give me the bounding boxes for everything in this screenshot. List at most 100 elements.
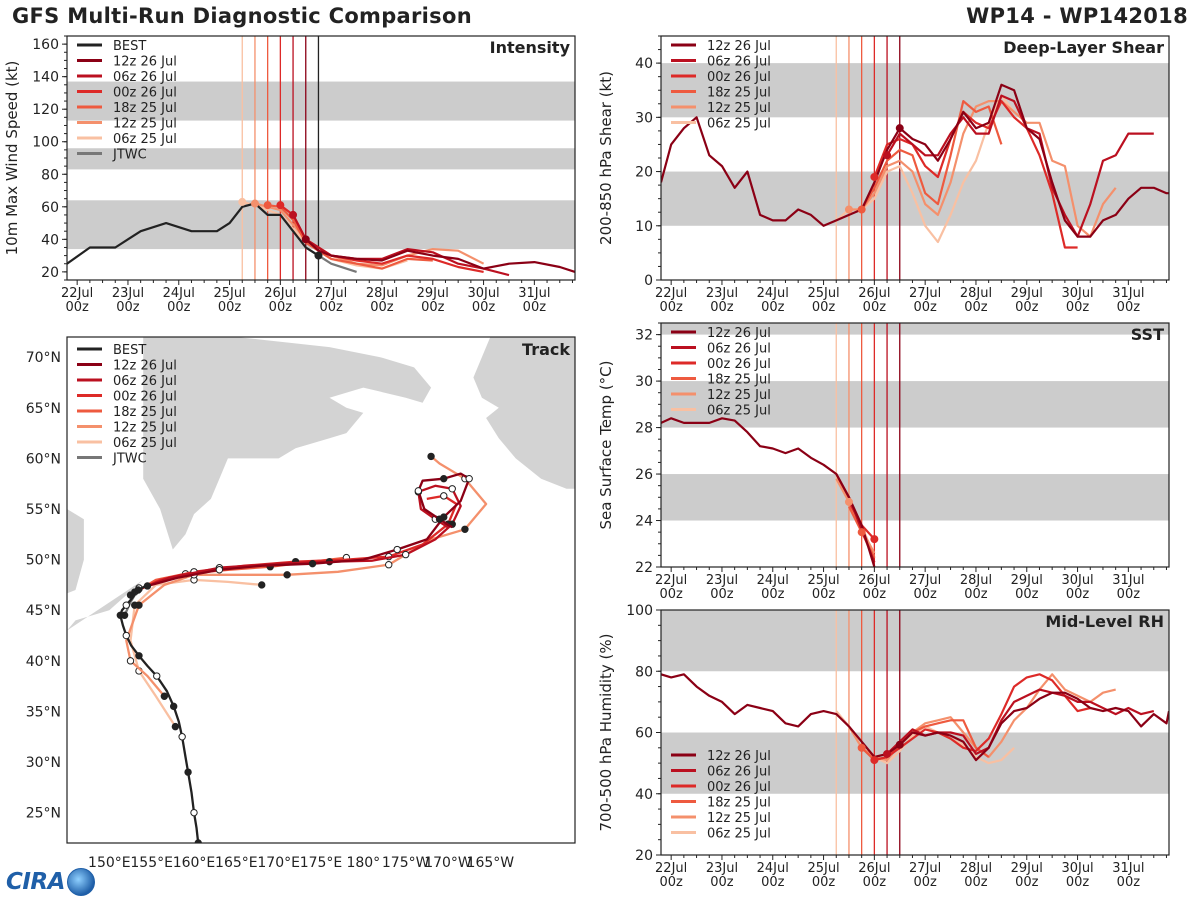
plot-frame [66,336,576,844]
track-point [440,492,448,500]
y-tick-label: 26 [635,467,653,483]
lon-label: 165°W [467,855,515,871]
y-tick-label: 60 [635,726,653,742]
x-tick-label: 28Jul [366,286,398,301]
land-alaska [473,337,575,489]
chart-track: 25°N 30°N 35°N 40°N 45°N 50°N 55°N 60°N 65°N 70°N… [26,336,576,871]
threshold-band [67,200,575,250]
track-line [129,578,262,728]
track-point [308,559,317,568]
y-tick-label: 30 [635,110,653,126]
x-tick-label: 24Jul [757,286,789,301]
threshold-band [67,148,575,170]
legend-label: 06z 25 Jul [707,404,771,419]
x-tick-sublabel: 00z [1015,300,1039,315]
track-point [435,515,444,523]
series-marker [263,201,272,210]
track-point [215,566,224,574]
legend-label: 00z 26 Jul [113,86,177,101]
globe-icon [66,868,95,896]
x-tick-label: 26Jul [858,573,890,588]
lon-label: 165°E [215,855,258,871]
legend-label: 00z 26 Jul [707,357,771,372]
threshold-band [661,474,1169,521]
x-tick-sublabel: 00z [1117,587,1141,602]
x-tick-sublabel: 00z [1117,875,1141,890]
track-point [126,657,135,665]
track-line [138,484,462,591]
x-tick-sublabel: 00z [65,300,89,315]
lat-label: 50°N [26,553,61,569]
x-tick-sublabel: 00z [863,875,887,890]
track-point [427,452,435,461]
panel-title: Track [522,340,570,359]
x-tick-sublabel: 00z [167,300,191,315]
y-tick-label: 40 [635,787,653,803]
x-tick-label: 26Jul [858,861,890,876]
track-point [153,672,161,680]
x-tick-label: 25Jul [807,573,839,588]
x-tick-label: 30Jul [467,286,499,301]
x-tick-label: 23Jul [706,286,738,301]
series-line [305,238,575,273]
legend-label: 18z 25 Jul [707,796,771,811]
y-tick-label: 10 [635,219,653,235]
x-tick-sublabel: 00z [523,300,547,315]
x-tick-label: 27Jul [909,573,941,588]
chart-sst: 22242628303222Jul00z23Jul00z24Jul00z25Ju… [597,322,1170,602]
legend-label: 12z 26 Jul [707,39,771,54]
track-point [169,702,178,711]
legend-label: 06z 25 Jul [113,436,177,451]
x-tick-label: 22Jul [655,286,687,301]
lon-label: 160°E [173,855,216,871]
series-marker [314,251,323,260]
series-marker [870,535,879,544]
threshold-band [661,732,1169,794]
track-point [393,545,401,554]
x-tick-sublabel: 00z [964,587,988,602]
threshold-band [661,610,1169,672]
series-marker [301,235,310,244]
series-line [292,214,510,277]
panel-title: Intensity [490,38,571,57]
x-tick-sublabel: 00z [421,300,445,315]
legend-label: 06z 25 Jul [707,827,771,842]
x-tick-label: 29Jul [1011,286,1043,301]
lat-label: 30°N [26,755,61,771]
track-point [116,611,125,619]
legend-label: 06z 26 Jul [707,342,771,357]
series-marker [844,205,853,214]
x-tick-sublabel: 00z [269,300,293,315]
x-tick-sublabel: 00z [472,300,496,315]
y-tick-label: 80 [635,664,653,680]
x-tick-label: 27Jul [315,286,347,301]
x-tick-sublabel: 00z [761,587,785,602]
x-tick-sublabel: 00z [761,875,785,890]
series-line [835,94,1015,244]
x-tick-sublabel: 00z [964,875,988,890]
legend-label: 06z 26 Jul [113,70,177,85]
x-tick-label: 28Jul [960,286,992,301]
land-sakhalin [67,509,84,594]
plot-area [67,36,575,280]
series-marker [844,497,853,506]
x-tick-sublabel: 00z [812,875,836,890]
x-tick-label: 27Jul [909,286,941,301]
plot-frame [660,322,1170,568]
series-line [661,83,1169,238]
x-tick-label: 26Jul [858,286,890,301]
legend-label: 18z 25 Jul [707,86,771,101]
x-tick-sublabel: 00z [710,587,734,602]
x-tick-label: 22Jul [655,861,687,876]
y-tick-label: 28 [635,421,653,437]
track-point [440,474,448,483]
x-tick-sublabel: 00z [863,300,887,315]
y-tick-label: 20 [635,848,653,864]
lat-label: 40°N [26,654,61,670]
x-tick-label: 25Jul [807,286,839,301]
track-point [135,652,143,660]
panel-title: Deep-Layer Shear [1003,38,1164,57]
legend-label: 18z 25 Jul [707,373,771,388]
lat-label: 70°N [26,350,61,366]
